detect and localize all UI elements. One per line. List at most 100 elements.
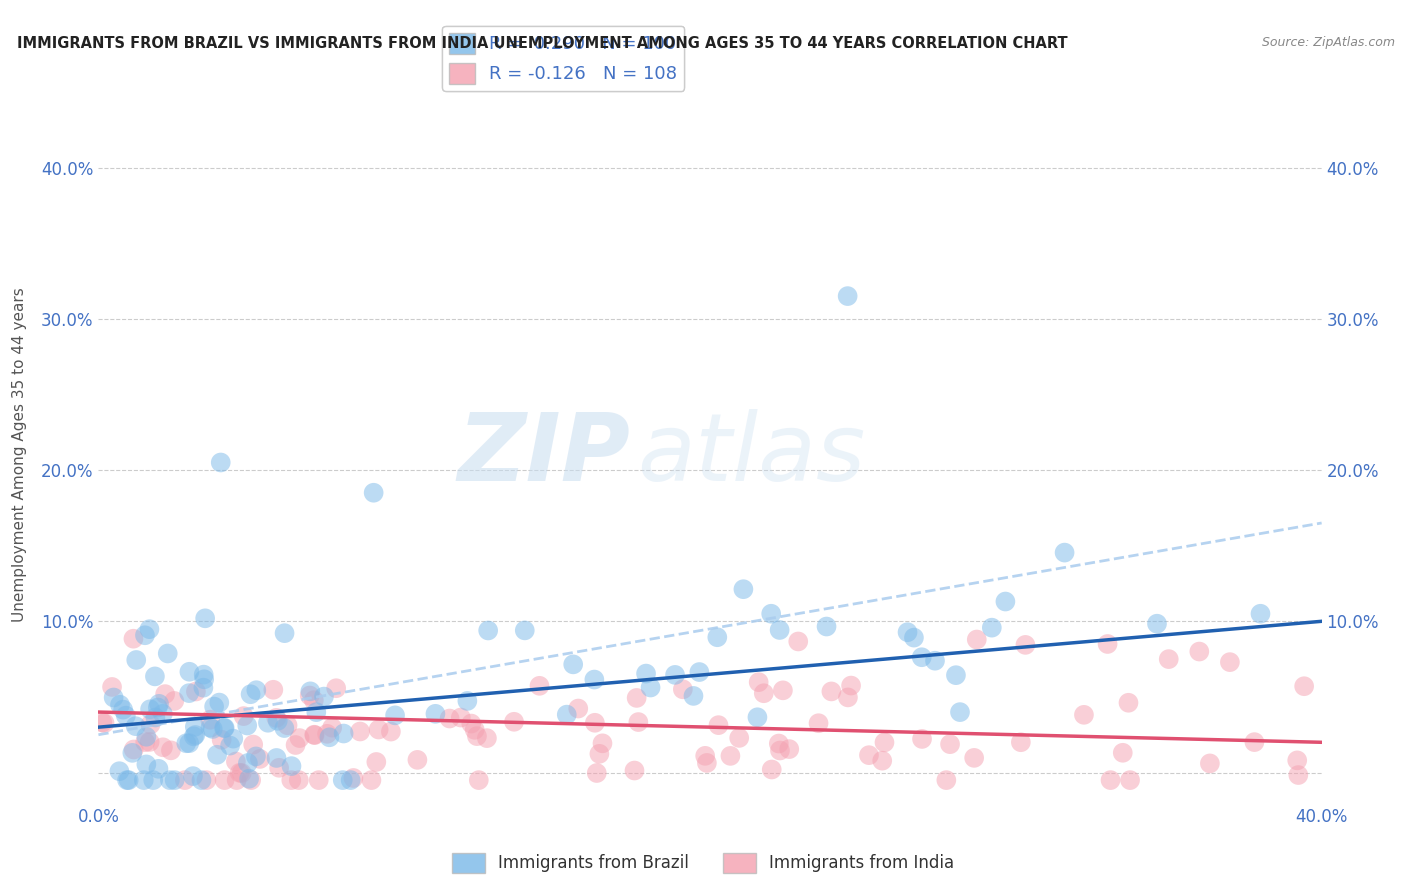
Point xyxy=(406,753,429,767)
Point xyxy=(179,686,201,700)
Point xyxy=(308,773,330,788)
Point xyxy=(101,680,124,694)
Point xyxy=(768,623,790,637)
Point xyxy=(134,628,156,642)
Point xyxy=(236,756,259,770)
Point xyxy=(1286,753,1309,767)
Point xyxy=(299,684,322,698)
Point xyxy=(1294,679,1316,693)
Y-axis label: Unemployment Among Ages 35 to 44 years: Unemployment Among Ages 35 to 44 years xyxy=(13,287,27,623)
Text: atlas: atlas xyxy=(637,409,865,500)
Point xyxy=(108,764,131,779)
Point xyxy=(672,682,695,697)
Point xyxy=(380,724,402,739)
Point xyxy=(945,668,967,682)
Point xyxy=(342,771,364,785)
Point xyxy=(477,624,499,638)
Point xyxy=(245,683,267,698)
Point xyxy=(456,694,478,708)
Point xyxy=(269,761,291,775)
Point xyxy=(349,724,371,739)
Point xyxy=(266,711,288,725)
Point xyxy=(214,773,236,788)
Point xyxy=(706,630,728,644)
Point xyxy=(1097,637,1119,651)
Point xyxy=(193,667,215,681)
Point xyxy=(555,707,578,722)
Point xyxy=(318,731,340,745)
Point xyxy=(190,773,212,788)
Point xyxy=(837,289,859,303)
Point xyxy=(778,742,800,756)
Point xyxy=(460,716,482,731)
Point xyxy=(152,740,174,755)
Point xyxy=(108,698,131,712)
Point xyxy=(583,673,606,687)
Legend: R =  0.290   N = 100, R = -0.126   N = 108: R = 0.290 N = 100, R = -0.126 N = 108 xyxy=(441,26,685,91)
Point xyxy=(163,773,186,788)
Point xyxy=(179,736,201,750)
Point xyxy=(332,726,354,740)
Point xyxy=(769,743,792,757)
Point xyxy=(139,717,162,731)
Point xyxy=(1053,546,1076,560)
Point xyxy=(911,650,934,665)
Point xyxy=(752,686,775,700)
Point xyxy=(124,719,146,733)
Point xyxy=(249,752,271,766)
Text: IMMIGRANTS FROM BRAZIL VS IMMIGRANTS FROM INDIA UNEMPLOYMENT AMONG AGES 35 TO 44: IMMIGRANTS FROM BRAZIL VS IMMIGRANTS FRO… xyxy=(17,36,1067,51)
Point xyxy=(1073,707,1095,722)
Point xyxy=(325,681,347,696)
Point xyxy=(236,718,259,732)
Point xyxy=(1099,773,1122,788)
Point xyxy=(193,673,215,687)
Point xyxy=(225,773,247,788)
Point xyxy=(475,731,498,746)
Point xyxy=(159,773,181,788)
Point xyxy=(202,699,225,714)
Point xyxy=(280,773,302,788)
Point xyxy=(273,721,295,735)
Point xyxy=(193,681,215,695)
Point xyxy=(858,748,880,763)
Point xyxy=(839,679,862,693)
Point xyxy=(112,703,135,717)
Point xyxy=(173,773,195,788)
Point xyxy=(980,621,1002,635)
Point xyxy=(179,665,201,679)
Point xyxy=(316,727,339,741)
Point xyxy=(280,759,302,773)
Point xyxy=(870,754,893,768)
Point xyxy=(302,693,325,707)
Point xyxy=(298,689,321,703)
Point xyxy=(125,653,148,667)
Text: ZIP: ZIP xyxy=(457,409,630,501)
Point xyxy=(366,755,388,769)
Point xyxy=(181,769,204,783)
Point xyxy=(132,773,155,788)
Point xyxy=(138,622,160,636)
Point xyxy=(939,737,962,751)
Point xyxy=(232,709,254,723)
Point xyxy=(153,687,176,701)
Point xyxy=(139,702,162,716)
Point xyxy=(134,735,156,749)
Point xyxy=(183,730,205,744)
Point xyxy=(1188,644,1211,658)
Point xyxy=(277,718,299,732)
Point xyxy=(214,721,236,735)
Point xyxy=(262,682,284,697)
Point xyxy=(211,732,233,747)
Point xyxy=(627,714,650,729)
Point xyxy=(747,710,769,724)
Point xyxy=(93,716,115,731)
Point xyxy=(707,718,730,732)
Point xyxy=(695,748,717,763)
Legend: Immigrants from Brazil, Immigrants from India: Immigrants from Brazil, Immigrants from … xyxy=(446,847,960,880)
Point xyxy=(240,773,263,788)
Point xyxy=(266,751,288,765)
Point xyxy=(1286,768,1309,782)
Point xyxy=(146,700,169,714)
Point xyxy=(184,684,207,698)
Point xyxy=(152,706,174,721)
